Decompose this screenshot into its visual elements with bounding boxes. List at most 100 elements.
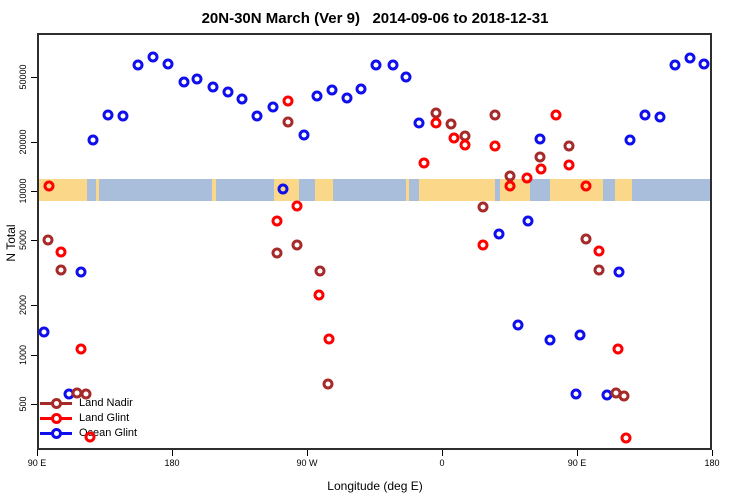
- data-point-ocean-glint: [191, 73, 203, 85]
- data-point-land-nadir: [80, 388, 92, 400]
- map-band-land-segment: [405, 178, 409, 202]
- data-point-ocean-glint: [311, 90, 323, 102]
- x-tick: [577, 450, 578, 456]
- data-point-ocean-glint: [75, 266, 87, 278]
- data-point-land-nadir: [314, 265, 326, 277]
- data-point-land-glint: [563, 159, 575, 171]
- x-axis-label: Longitude (deg E): [327, 479, 423, 493]
- data-point-land-nadir: [504, 170, 516, 182]
- data-point-ocean-glint: [298, 129, 310, 141]
- legend-line-marker-icon: [40, 428, 72, 439]
- y-tick: [31, 305, 37, 307]
- data-point-land-nadir: [42, 234, 54, 246]
- data-point-land-glint: [612, 343, 624, 355]
- map-band-land-segment: [211, 178, 216, 202]
- y-tick-label: 2000: [18, 295, 28, 316]
- y-tick: [31, 191, 37, 192]
- data-point-land-nadir: [55, 264, 67, 276]
- plot-area: [37, 33, 712, 450]
- data-point-ocean-glint: [613, 266, 625, 278]
- x-tick: [442, 450, 443, 456]
- data-point-ocean-glint: [624, 134, 636, 146]
- data-point-land-glint: [271, 215, 283, 227]
- data-point-ocean-glint: [222, 86, 234, 98]
- data-point-ocean-glint: [534, 133, 546, 145]
- data-point-land-nadir: [291, 239, 303, 251]
- data-point-land-glint: [43, 180, 55, 192]
- x-tick-label: 180: [704, 458, 720, 468]
- data-point-ocean-glint: [207, 81, 219, 93]
- data-point-ocean-glint: [355, 83, 367, 95]
- y-tick-label: 500: [18, 396, 28, 412]
- data-point-land-glint: [448, 132, 460, 144]
- data-point-ocean-glint: [277, 183, 289, 195]
- legend-item: Land Glint: [40, 411, 137, 426]
- data-point-land-glint: [418, 157, 430, 169]
- data-point-ocean-glint: [132, 59, 144, 71]
- data-point-land-nadir: [593, 264, 605, 276]
- y-tick: [31, 76, 37, 78]
- legend-line-marker-icon: [40, 398, 72, 409]
- legend-item-label: Land Nadir: [79, 397, 133, 409]
- data-point-land-glint: [75, 343, 87, 355]
- legend-circle-marker-icon: [51, 398, 62, 409]
- data-point-land-glint: [535, 163, 547, 175]
- y-tick-label: 50000: [18, 64, 28, 90]
- y-tick: [31, 403, 37, 405]
- data-point-land-glint: [282, 95, 294, 107]
- data-point-ocean-glint: [639, 109, 651, 121]
- data-point-ocean-glint: [574, 329, 586, 341]
- legend-circle-marker-icon: [51, 413, 62, 424]
- map-band-land-segment: [549, 178, 603, 202]
- legend: Land Nadir Land Glint Ocean Glint: [40, 396, 137, 441]
- y-tick: [31, 141, 37, 143]
- y-tick-label: 1000: [18, 344, 28, 365]
- data-point-land-nadir: [271, 247, 283, 259]
- y-tick-label: 5000: [18, 230, 28, 251]
- data-point-land-glint: [313, 289, 325, 301]
- map-band-land-segment: [418, 178, 495, 202]
- data-point-ocean-glint: [512, 319, 524, 331]
- x-tick: [37, 450, 38, 456]
- x-tick: [307, 450, 308, 456]
- x-tick: [712, 450, 713, 456]
- data-point-ocean-glint: [341, 92, 353, 104]
- data-point-ocean-glint: [38, 326, 50, 338]
- data-point-land-nadir: [563, 140, 575, 152]
- x-tick-label: 90 W: [296, 458, 318, 468]
- data-point-land-nadir: [580, 233, 592, 245]
- map-band-land-segment: [96, 178, 99, 202]
- data-point-ocean-glint: [147, 51, 159, 63]
- legend-item: Land Nadir: [40, 396, 137, 411]
- legend-item-label: Land Glint: [79, 412, 130, 424]
- y-tick-label: 20000: [18, 129, 28, 155]
- data-point-land-glint: [521, 172, 533, 184]
- data-point-land-glint: [477, 239, 489, 251]
- data-point-land-glint: [291, 200, 303, 212]
- data-point-land-nadir: [322, 378, 334, 390]
- data-point-ocean-glint: [698, 58, 710, 70]
- data-point-land-nadir: [477, 201, 489, 213]
- data-point-ocean-glint: [370, 59, 382, 71]
- map-band-land-segment: [615, 178, 633, 202]
- x-tick: [172, 450, 173, 456]
- map-band-land-segment: [315, 178, 333, 202]
- data-point-land-glint: [55, 246, 67, 258]
- legend-line-marker-icon: [40, 413, 72, 424]
- data-point-land-glint: [323, 333, 335, 345]
- data-point-land-nadir: [430, 107, 442, 119]
- data-point-land-nadir: [282, 116, 294, 128]
- data-point-ocean-glint: [102, 109, 114, 121]
- data-point-land-glint: [620, 432, 632, 444]
- x-tick-label: 90 E: [27, 458, 47, 468]
- data-point-ocean-glint: [570, 388, 582, 400]
- data-point-ocean-glint: [87, 134, 99, 146]
- y-tick: [31, 354, 37, 356]
- map-band-ocean: [39, 178, 710, 202]
- data-point-ocean-glint: [251, 110, 263, 122]
- data-point-ocean-glint: [669, 59, 681, 71]
- data-point-ocean-glint: [178, 76, 190, 88]
- data-point-ocean-glint: [117, 110, 129, 122]
- data-point-land-nadir: [534, 151, 546, 163]
